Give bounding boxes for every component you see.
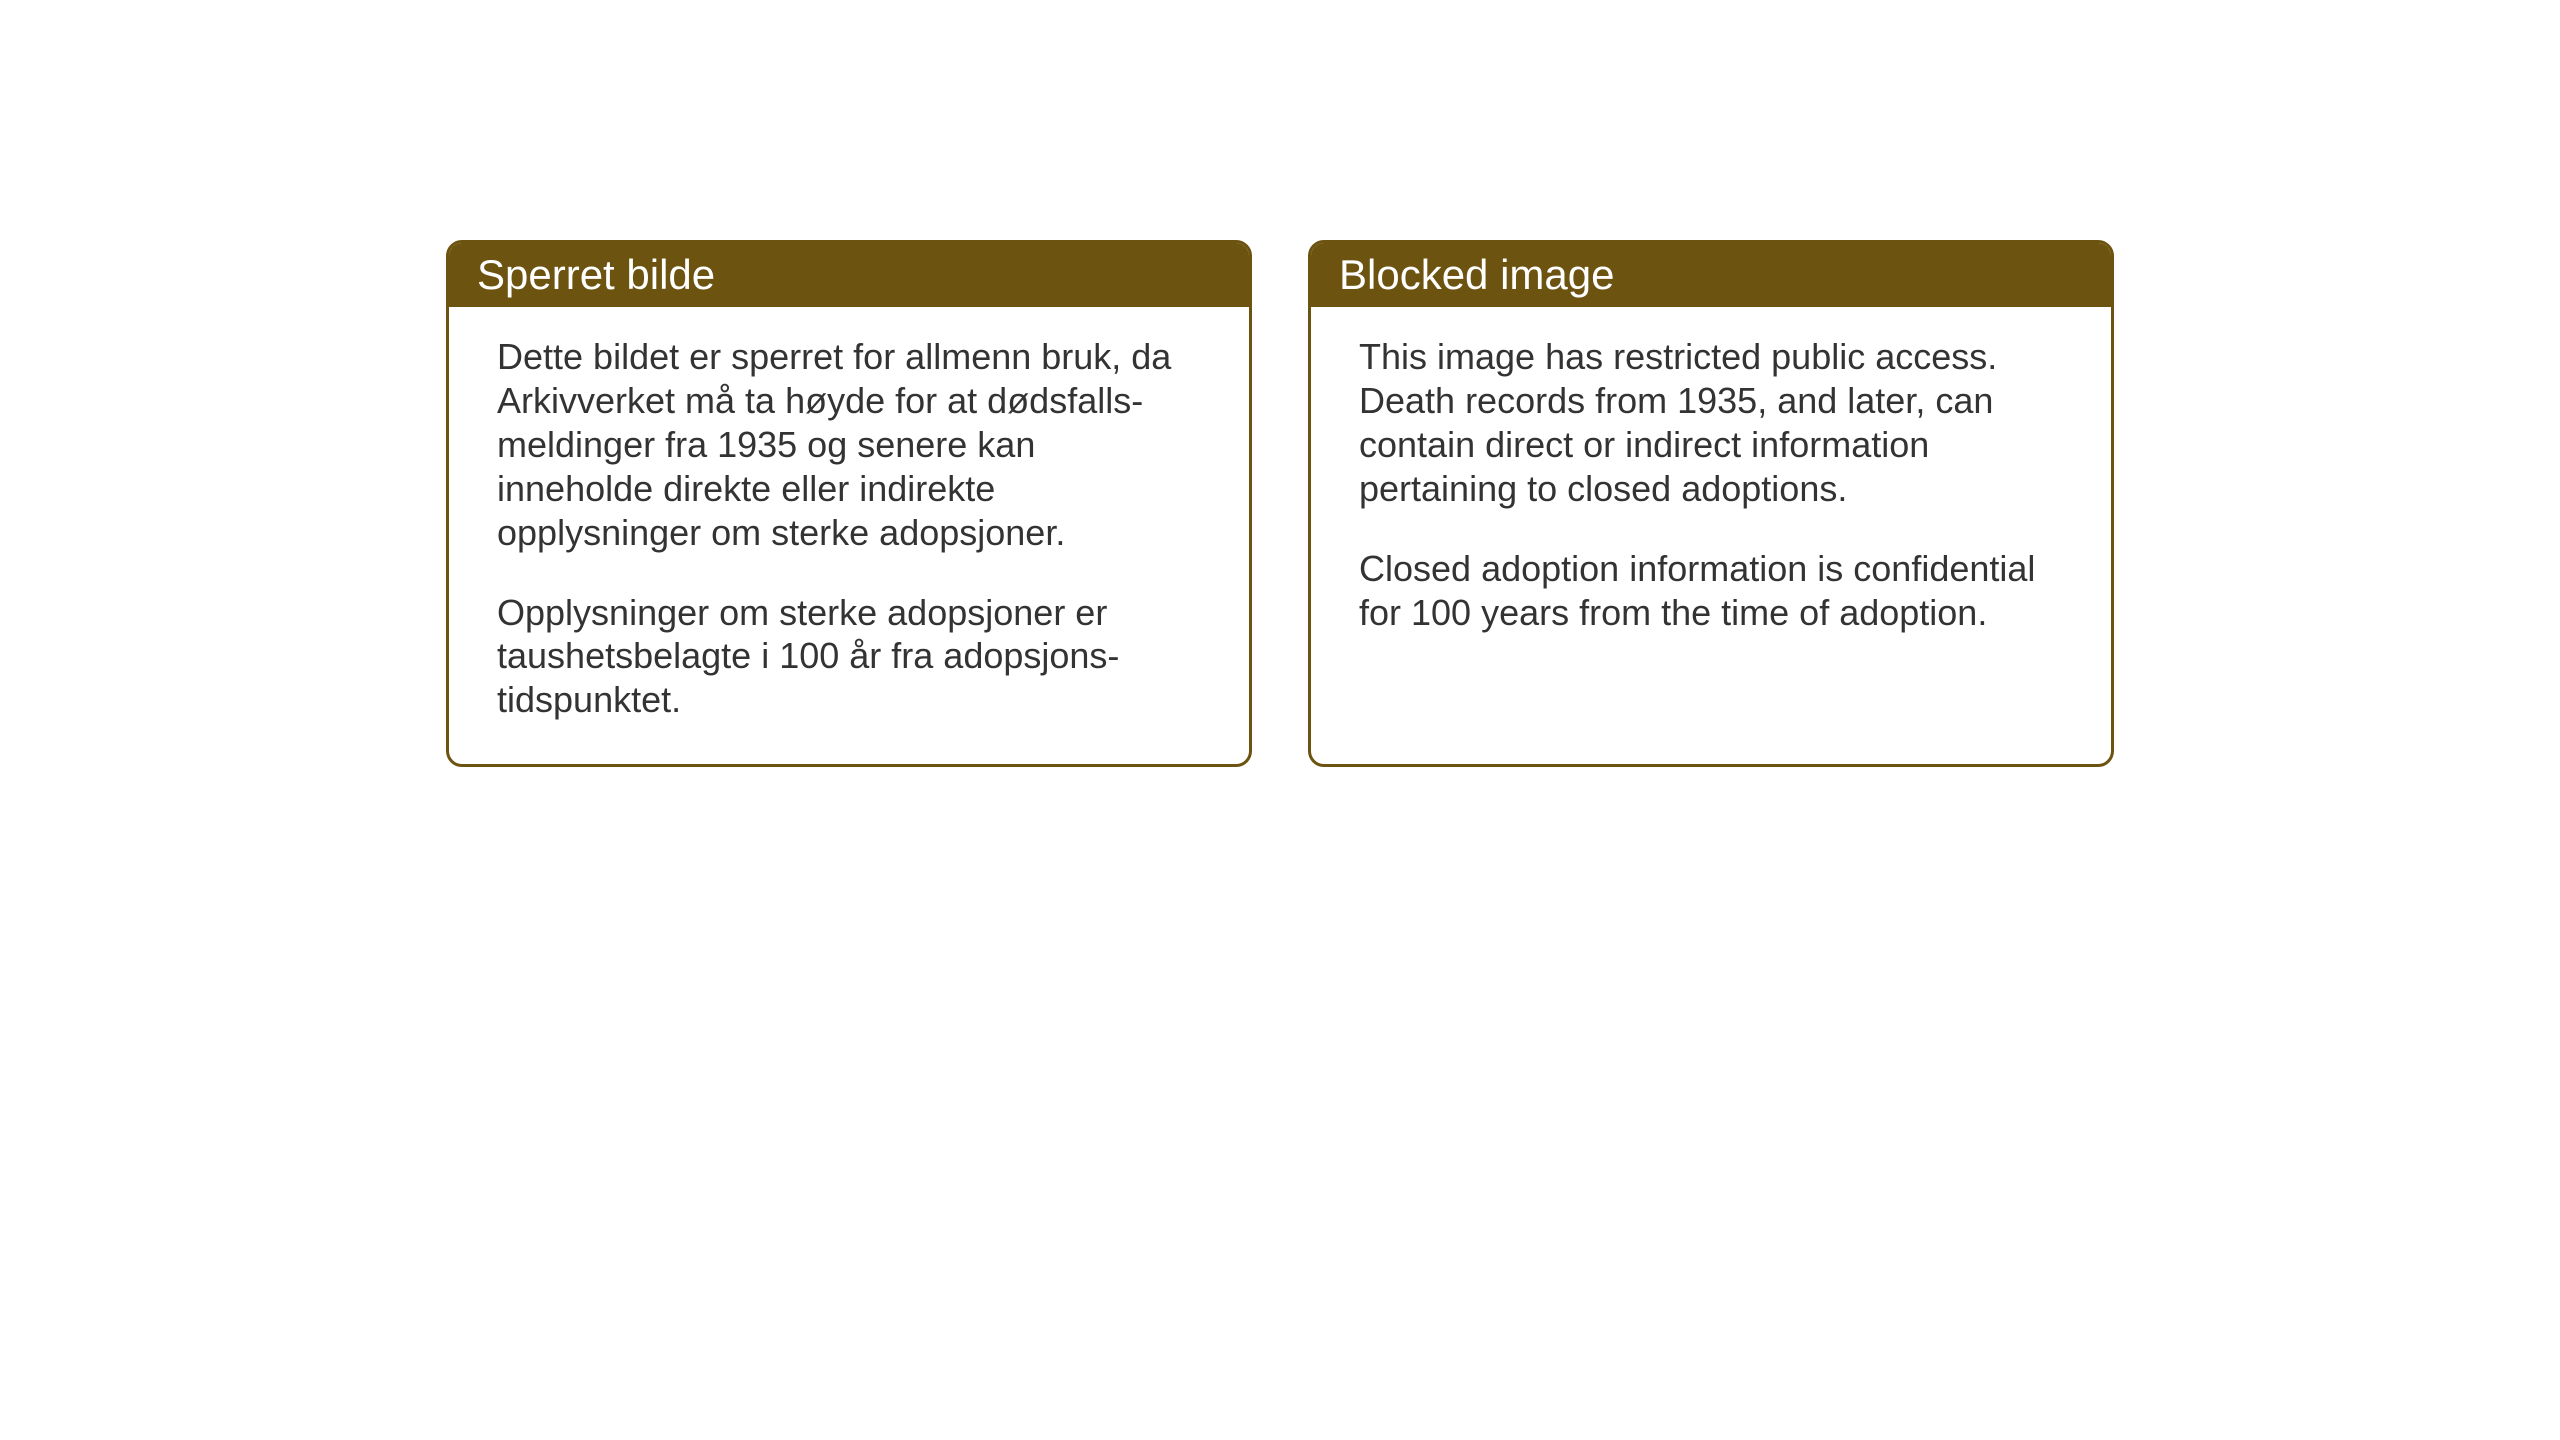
card-english-paragraph-1: This image has restricted public access.… bbox=[1359, 335, 2063, 511]
card-english-paragraph-2: Closed adoption information is confident… bbox=[1359, 547, 2063, 635]
card-norwegian-body: Dette bildet er sperret for allmenn bruk… bbox=[449, 307, 1249, 764]
card-english: Blocked image This image has restricted … bbox=[1308, 240, 2114, 767]
card-norwegian-paragraph-1: Dette bildet er sperret for allmenn bruk… bbox=[497, 335, 1201, 555]
card-norwegian: Sperret bilde Dette bildet er sperret fo… bbox=[446, 240, 1252, 767]
card-norwegian-paragraph-2: Opplysninger om sterke adopsjoner er tau… bbox=[497, 591, 1201, 723]
card-english-body: This image has restricted public access.… bbox=[1311, 307, 2111, 676]
card-norwegian-header: Sperret bilde bbox=[449, 243, 1249, 307]
cards-container: Sperret bilde Dette bildet er sperret fo… bbox=[446, 240, 2114, 767]
card-english-header: Blocked image bbox=[1311, 243, 2111, 307]
card-english-title: Blocked image bbox=[1339, 251, 1614, 298]
card-norwegian-title: Sperret bilde bbox=[477, 251, 715, 298]
